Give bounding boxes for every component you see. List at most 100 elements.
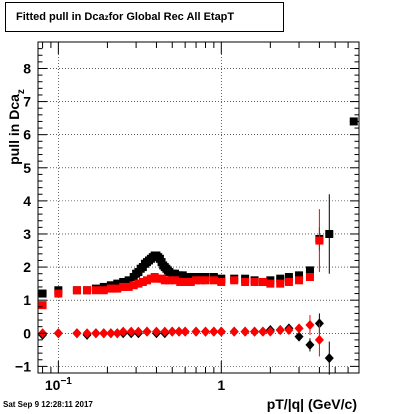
data-point (266, 279, 275, 288)
data-point (349, 117, 358, 126)
y-tick-label: 3 (23, 226, 31, 242)
y-tick-label: 8 (23, 60, 31, 76)
data-point (209, 276, 218, 285)
data-point (186, 277, 195, 286)
data-point (160, 326, 170, 337)
data-point (305, 273, 314, 282)
data-point (240, 326, 250, 337)
data-point (295, 276, 304, 285)
data-point (106, 284, 115, 293)
data-point (284, 277, 293, 286)
data-point (276, 274, 285, 283)
x-tick-label-exponent: −1 (60, 376, 72, 387)
y-tick-label: 4 (23, 193, 31, 209)
data-point (187, 273, 196, 282)
svg-text:pull in Dcaz: pull in Dcaz (6, 89, 27, 165)
data-point (230, 276, 239, 285)
data-point (305, 339, 315, 350)
y-axis-title-main: pull in Dca (6, 94, 22, 165)
data-point (250, 326, 260, 337)
data-point (119, 277, 128, 286)
data-point (305, 266, 314, 275)
data-point (315, 236, 324, 245)
data-point (324, 353, 334, 364)
x-tick-label: 1 (217, 377, 225, 393)
y-tick-label: 6 (23, 127, 31, 143)
data-point (178, 271, 187, 280)
y-axis-title-subscript: z (16, 89, 27, 94)
data-point (72, 286, 81, 295)
data-point (294, 323, 304, 334)
data-point (325, 229, 334, 238)
x-tick-label: 10−1 (45, 376, 72, 393)
data-point (174, 326, 184, 337)
data-point (106, 328, 116, 339)
data-point (38, 289, 47, 298)
data-point (142, 326, 152, 337)
data-point (258, 277, 267, 286)
chart-title: Fitted pull in Dca z for Global Rec All E… (5, 2, 284, 32)
data-point (229, 326, 239, 337)
data-point (160, 276, 169, 285)
data-point (183, 273, 192, 282)
data-point (241, 277, 250, 286)
data-point (250, 277, 259, 286)
axis-ticks (38, 41, 360, 374)
data-point (72, 328, 82, 339)
data-point (124, 282, 133, 291)
data-point (196, 276, 205, 285)
grid (38, 42, 359, 373)
data-point (165, 276, 174, 285)
data-point (201, 326, 211, 337)
data-point (138, 277, 147, 286)
data-point (38, 301, 47, 310)
data-point (99, 286, 108, 295)
timestamp: Sat Sep 9 12:28:11 2017 (3, 400, 93, 409)
y-tick-label: 1 (23, 292, 31, 308)
data-point (314, 334, 324, 345)
y-axis-title: pull in Dcaz (6, 89, 27, 165)
data-point (295, 271, 304, 280)
y-tick-label: 7 (23, 94, 31, 110)
y-tick-label: 2 (23, 259, 31, 275)
data-point (91, 328, 101, 339)
data-point (305, 320, 315, 331)
data-point (209, 326, 219, 337)
data-point (83, 286, 92, 295)
series-2 (38, 313, 334, 375)
data-point (129, 281, 138, 290)
chart-title-prefix: Fitted pull in Dca (16, 11, 105, 23)
data-point (216, 326, 226, 337)
data-point (124, 276, 133, 285)
series-0 (38, 117, 358, 298)
data-point (134, 279, 143, 288)
chart-title-suffix: for Global Rec All EtapT (108, 11, 235, 23)
data-point (151, 326, 161, 337)
chart-title-subscript: z (104, 12, 109, 22)
data-point (275, 324, 285, 335)
data-point (113, 279, 122, 288)
data-point (284, 324, 294, 335)
data-point (118, 326, 128, 337)
data-point (176, 277, 185, 286)
data-point (91, 286, 100, 295)
series-3 (38, 315, 324, 357)
y-tick-label: 0 (23, 325, 31, 341)
data-point (192, 276, 201, 285)
data-point (119, 282, 128, 291)
data-point (133, 326, 143, 337)
x-axis-title: pT/|q| (GeV/c) (267, 396, 357, 412)
data-point (201, 276, 210, 285)
data-point (258, 326, 268, 337)
data-point (265, 326, 275, 337)
data-point (167, 326, 177, 337)
data-point (99, 328, 109, 339)
data-point (54, 289, 63, 298)
data-point (294, 331, 304, 342)
data-point (217, 277, 226, 286)
data-point (191, 326, 201, 337)
x-tick-label-base: 1 (217, 377, 225, 393)
data-point (284, 273, 293, 282)
